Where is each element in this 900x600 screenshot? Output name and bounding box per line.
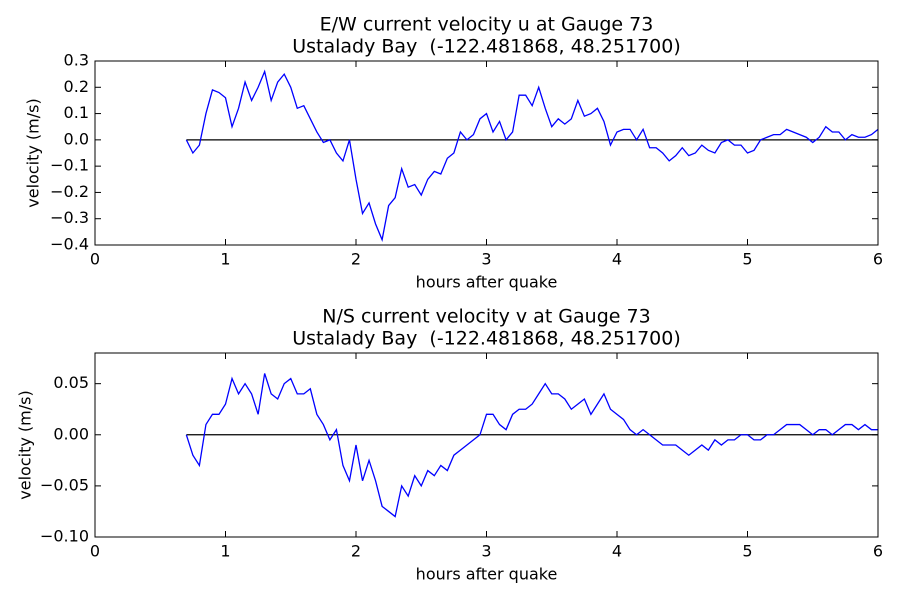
x-axis-label: hours after quake (416, 565, 558, 584)
y-tick-label: 0.2 (64, 77, 89, 96)
x-tick-label: 1 (220, 542, 230, 561)
y-tick-label: −0.2 (50, 182, 89, 201)
data-line (185, 69, 879, 242)
y-tick-label: 0.0 (64, 129, 89, 148)
y-axis-label: velocity (m/s) (24, 98, 43, 207)
chart-title: N/S current velocity v at Gauge 73 (322, 306, 650, 328)
x-tick-label: 3 (481, 542, 491, 561)
x-tick-label: 6 (873, 250, 883, 269)
x-tick-label: 0 (90, 542, 100, 561)
y-tick-label: 0.1 (64, 103, 89, 122)
x-tick-label: 5 (742, 542, 752, 561)
y-tick-label: −0.4 (50, 235, 89, 254)
x-tick-label: 2 (351, 542, 361, 561)
x-tick-label: 2 (351, 250, 361, 269)
y-tick-label: −0.3 (50, 208, 89, 227)
chart-title: E/W current velocity u at Gauge 73 (320, 14, 654, 36)
plot-frame (94, 352, 879, 538)
x-tick-label: 4 (612, 250, 622, 269)
data-line (185, 373, 878, 518)
plot-frame (94, 60, 879, 246)
chart-subtitle: Ustalady Bay (-122.481868, 48.251700) (292, 328, 681, 350)
y-tick-label: 0.3 (64, 51, 89, 70)
x-tick-label: 3 (481, 250, 491, 269)
y-tick-label: −0.05 (40, 475, 89, 494)
x-tick-label: 1 (220, 250, 230, 269)
y-tick-label: 0.05 (53, 373, 89, 392)
y-tick-label: 0.00 (53, 424, 89, 443)
x-tick-label: 5 (742, 250, 752, 269)
x-tick-label: 6 (873, 542, 883, 561)
y-tick-label: −0.10 (40, 527, 89, 546)
y-axis-label: velocity (m/s) (16, 390, 35, 499)
x-tick-label: 0 (90, 250, 100, 269)
y-tick-label: −0.1 (50, 156, 89, 175)
x-tick-label: 4 (612, 542, 622, 561)
x-axis-label: hours after quake (416, 273, 558, 292)
chart-subtitle: Ustalady Bay (-122.481868, 48.251700) (292, 36, 681, 58)
